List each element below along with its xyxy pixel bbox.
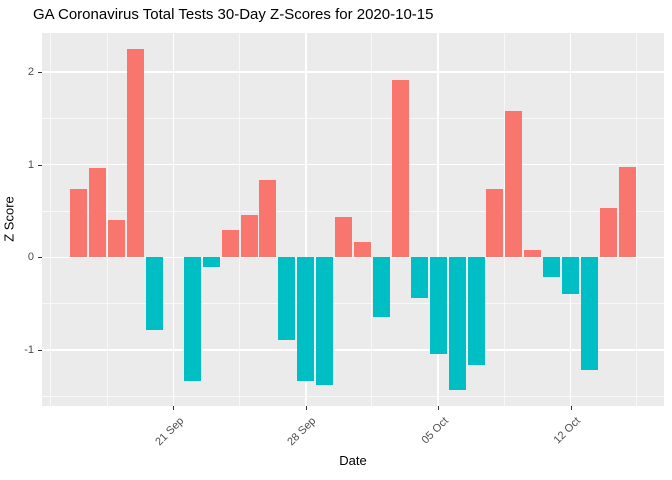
y-axis-tick-label: 2 <box>27 66 34 79</box>
gridline-y-minor <box>42 395 664 397</box>
x-axis-tick-label: 05 Oct <box>419 415 451 447</box>
bar <box>70 188 88 258</box>
y-axis-tick-label: 1 <box>27 158 34 171</box>
bar <box>89 168 107 258</box>
gridline-x-minor <box>49 33 51 406</box>
gridline-x-minor <box>106 33 108 406</box>
bar <box>599 208 617 258</box>
gridline-y-minor <box>42 210 664 212</box>
bar <box>391 80 409 258</box>
gridline-x-major <box>172 33 175 406</box>
bar <box>618 167 636 258</box>
bar <box>335 217 353 258</box>
x-axis-tick <box>173 406 175 410</box>
bar <box>259 180 277 258</box>
x-axis-tick-label: 21 Sep <box>152 415 186 449</box>
plot-panel <box>42 33 664 406</box>
gridline-y-major <box>42 349 664 351</box>
bar <box>410 257 428 299</box>
y-axis-tick-label: 0 <box>27 251 34 264</box>
x-axis-tick <box>305 406 307 410</box>
bar <box>297 257 315 382</box>
gridline-y-major <box>42 256 664 259</box>
bar <box>524 249 542 258</box>
bar <box>486 188 504 258</box>
chart-title: GA Coronavirus Total Tests 30-Day Z-Scor… <box>33 6 434 23</box>
y-axis-tick <box>38 349 42 351</box>
bar <box>467 257 485 365</box>
gridline-y-minor <box>42 303 664 305</box>
gridline-x-minor <box>371 33 373 406</box>
bar <box>543 257 561 277</box>
bar <box>240 214 258 258</box>
bar <box>581 257 598 371</box>
x-axis-title: Date <box>339 453 367 468</box>
y-axis-tick <box>38 164 42 166</box>
gridline-x-minor <box>503 33 505 406</box>
y-axis-tick <box>38 257 42 259</box>
x-axis-tick-label: 28 Sep <box>285 415 319 449</box>
gridline-x-major <box>305 33 307 406</box>
bar <box>429 257 447 354</box>
bar <box>562 257 580 295</box>
bar <box>278 257 296 340</box>
x-axis-tick <box>438 406 440 410</box>
gridline-y-major <box>42 71 664 73</box>
bar <box>448 257 466 390</box>
bar <box>221 230 239 258</box>
bar <box>202 257 220 268</box>
bar <box>372 257 390 317</box>
bar <box>183 257 201 382</box>
bar <box>316 257 334 386</box>
gridline-y-minor <box>42 117 664 119</box>
x-axis-tick <box>570 406 572 410</box>
bar <box>354 242 372 258</box>
y-axis-title-text: Z Score <box>1 196 17 242</box>
y-axis-tick <box>38 72 42 74</box>
gridline-y-major <box>42 163 664 166</box>
bar <box>505 110 523 258</box>
gridline-x-minor <box>636 33 638 406</box>
bar <box>127 48 145 258</box>
bar <box>145 257 163 331</box>
gridline-x-minor <box>239 33 241 406</box>
gridline-x-major <box>437 33 439 406</box>
y-axis-tick-label: -1 <box>24 343 34 356</box>
gridline-x-major <box>569 33 572 406</box>
bar <box>108 220 126 258</box>
x-axis-tick-label: 12 Oct <box>551 415 584 447</box>
